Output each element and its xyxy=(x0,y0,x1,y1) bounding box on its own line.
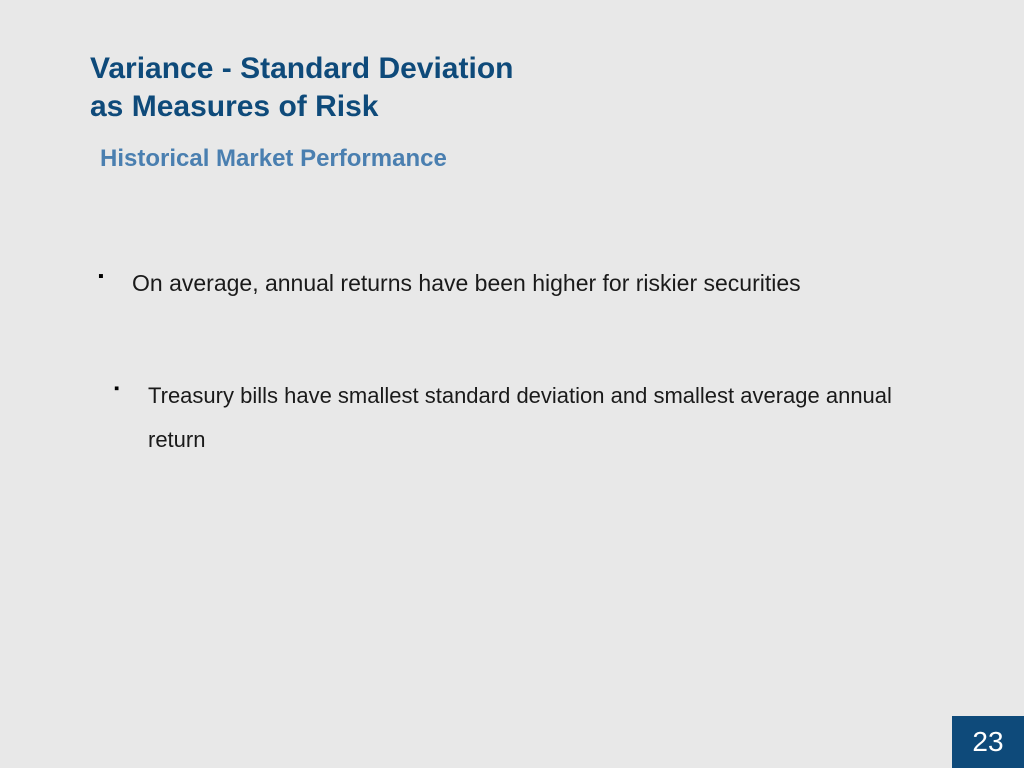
slide-subtitle: Historical Market Performance xyxy=(100,145,934,173)
page-number: 23 xyxy=(972,726,1003,758)
title-line-2: as Measures of Risk xyxy=(90,90,378,123)
slide-title: Variance - Standard Deviation as Measure… xyxy=(90,50,934,125)
bullet-item: On average, annual returns have been hig… xyxy=(90,263,934,304)
bullet-item: Treasury bills have smallest standard de… xyxy=(106,374,934,462)
slide-container: Variance - Standard Deviation as Measure… xyxy=(0,0,1024,768)
bullet-list: On average, annual returns have been hig… xyxy=(90,263,934,462)
title-line-1: Variance - Standard Deviation xyxy=(90,52,513,85)
page-number-box: 23 xyxy=(952,716,1024,768)
